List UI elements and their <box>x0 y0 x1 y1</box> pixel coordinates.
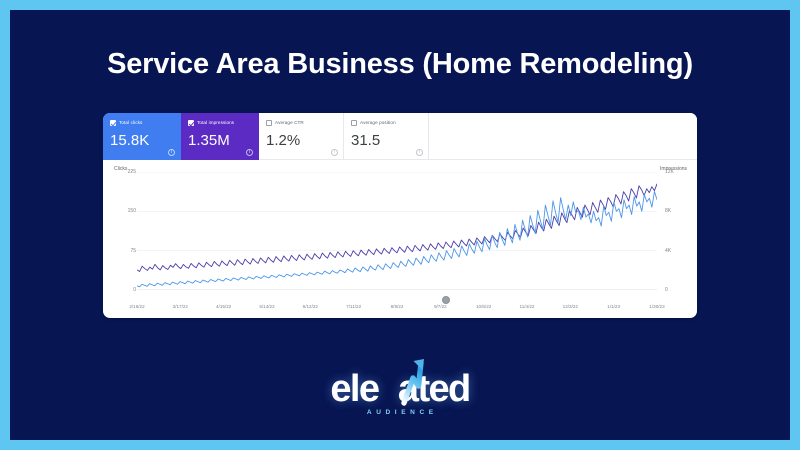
y-tick-right: 12K <box>665 169 674 175</box>
info-icon[interactable]: i <box>168 149 175 156</box>
metric-value: 1.2% <box>266 132 301 149</box>
metric-value: 1.35M <box>188 132 230 149</box>
metric-row-filler <box>429 113 697 159</box>
slide-canvas: Service Area Business (Home Remodeling) … <box>10 10 790 440</box>
x-tick-label: 1/1/23 <box>607 304 621 309</box>
metric-card-row: Total clicks 15.8K i Total impressions 1.35M… <box>103 113 697 160</box>
series-line-total-impressions <box>137 184 657 272</box>
y-tick-right: 4K <box>665 247 672 254</box>
search-console-panel: Total clicks 15.8K i Total impressions 1.35M… <box>103 113 697 318</box>
metric-label: Average CTR <box>275 119 304 125</box>
x-tick-label: 6/12/22 <box>302 304 318 309</box>
metric-value: 15.8K <box>110 132 150 149</box>
metric-checkbox[interactable] <box>266 119 272 126</box>
y-axis-title-clicks: Clicks <box>114 166 128 172</box>
y-tick-left: 150 <box>127 208 136 215</box>
metric-checkbox[interactable] <box>188 119 194 126</box>
metric-checkbox[interactable] <box>351 119 357 126</box>
x-tick-label: 8/9/22 <box>390 304 404 309</box>
performance-chart: Clicks Impressions 225 150 75 0 12K 8K 4K 0 2/… <box>103 160 697 318</box>
info-icon[interactable]: i <box>416 149 423 156</box>
x-tick-label: 1/30/23 <box>649 304 665 309</box>
y-tick-right: 8K <box>665 208 672 215</box>
x-tick-label: 10/6/22 <box>475 304 492 309</box>
x-tick-label: 7/11/22 <box>346 304 362 309</box>
x-axis-labels: 2/16/22 3/17/22 4/15/22 5/14/22 6/12/22 7/11/… <box>103 304 697 312</box>
x-tick-label: 4/15/22 <box>215 304 232 309</box>
date-range-slider-thumb[interactable] <box>442 296 451 304</box>
metric-checkbox[interactable] <box>110 119 116 126</box>
page-title: Service Area Business (Home Remodeling) <box>107 48 693 80</box>
logo-wordmark: elevated <box>330 359 471 410</box>
upward-arrow-icon <box>400 359 424 406</box>
metric-value: 31.5 <box>351 132 381 149</box>
y-axis-title-impressions: Impressions <box>660 166 687 172</box>
x-tick-label: 12/3/22 <box>562 304 578 309</box>
logo-word-before: ele <box>330 368 380 410</box>
metric-label: Total impressions <box>197 119 235 125</box>
metric-label: Average position <box>360 119 396 125</box>
series-line-total-clicks <box>137 191 657 286</box>
x-tick-label: 5/14/22 <box>259 304 275 309</box>
y-tick-left: 0 <box>133 287 136 293</box>
info-icon[interactable]: i <box>331 149 338 156</box>
x-tick-label: 9/7/22 <box>433 304 447 309</box>
info-icon[interactable]: i <box>246 149 253 156</box>
y-tick-left: 225 <box>127 169 136 175</box>
metric-card-average-position[interactable]: Average position 31.5 i <box>344 113 429 160</box>
chart-plot-area <box>137 172 657 290</box>
x-tick-label: 11/4/22 <box>519 304 535 309</box>
metric-card-total-impressions[interactable]: Total impressions 1.35M i <box>181 113 259 160</box>
metric-label: Total clicks <box>119 119 143 125</box>
metric-card-total-clicks[interactable]: Total clicks 15.8K i <box>103 113 181 160</box>
y-tick-left: 75 <box>130 247 136 254</box>
brand-logo: elevated AUDIENCE <box>10 359 790 416</box>
x-tick-label: 2/16/22 <box>129 304 145 309</box>
logo-subtitle: AUDIENCE <box>366 409 438 416</box>
y-tick-right: 0 <box>665 287 668 293</box>
x-tick-label: 3/17/22 <box>172 304 188 309</box>
metric-card-average-ctr[interactable]: Average CTR 1.2% i <box>259 113 344 160</box>
